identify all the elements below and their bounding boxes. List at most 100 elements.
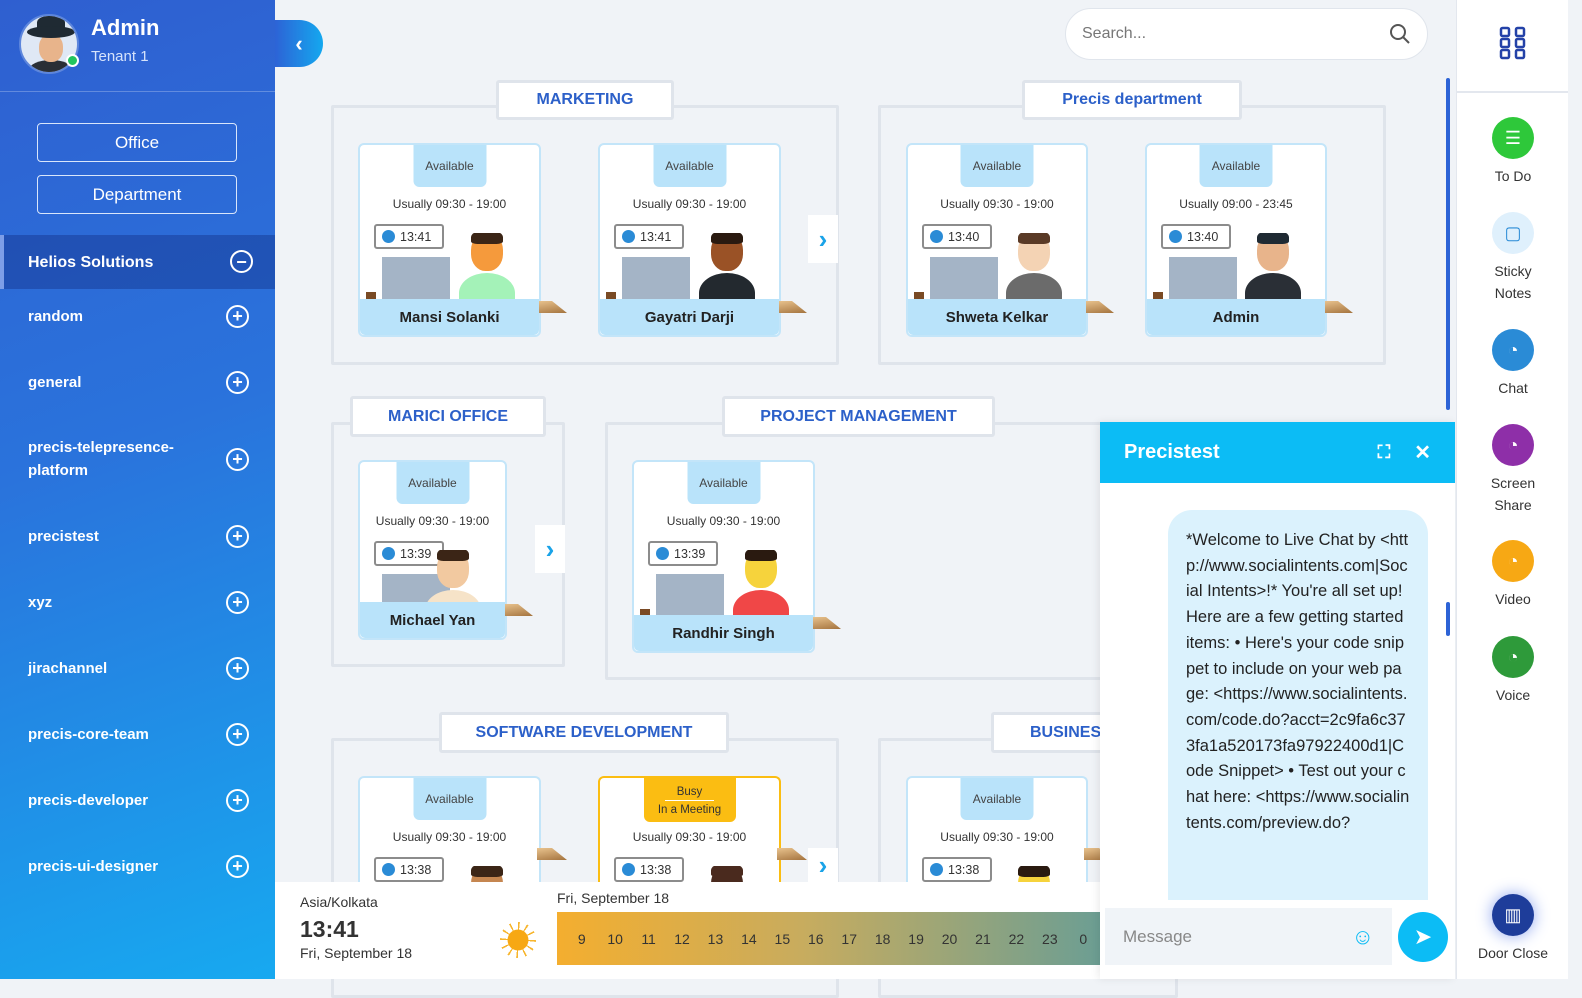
voice-icon: ◔	[1492, 636, 1534, 678]
main-scrollbar[interactable]	[1446, 78, 1450, 410]
member-card[interactable]: Available Usually 09:30 - 19:00 13:38	[358, 776, 567, 936]
group-title[interactable]: PROJECT MANAGEMENT	[722, 396, 995, 437]
add-plus-icon[interactable]: +	[226, 722, 249, 746]
member-card[interactable]: Available Usually 09:30 - 19:00 13:39 Randh…	[632, 460, 841, 653]
status-badge: Available	[413, 145, 486, 187]
add-plus-icon[interactable]: +	[226, 788, 249, 812]
search-icon[interactable]	[1389, 23, 1411, 45]
add-plus-icon[interactable]: +	[226, 304, 249, 328]
hour-label: 17	[841, 930, 857, 947]
chat-title: Precistest	[1124, 441, 1220, 463]
local-time-value: 13:38	[948, 862, 980, 877]
hour-label: 18	[874, 930, 891, 947]
sidebar-item-general[interactable]: general +	[0, 370, 275, 394]
rail-item-label: Video	[1495, 591, 1531, 607]
user-name: Admin	[91, 15, 160, 40]
add-plus-icon[interactable]: +	[226, 447, 249, 471]
group-title[interactable]: SOFTWARE DEVELOPMENT	[439, 712, 729, 753]
sun-icon	[500, 922, 536, 958]
group-title[interactable]: MARICI OFFICE	[350, 396, 546, 437]
group-title[interactable]: Precis department	[1022, 80, 1242, 120]
hour-label: 13	[707, 930, 724, 947]
moon-icon	[930, 230, 943, 243]
member-card[interactable]: Available Usually 09:30 - 19:00 13:41 Mansi…	[358, 143, 567, 337]
close-icon[interactable]: ✕	[1414, 442, 1431, 464]
	[471, 233, 503, 244]
rail-item-video[interactable]: ◔ Video	[1457, 540, 1569, 610]
sidebar-item-precistest[interactable]: precistest +	[0, 524, 275, 548]
timeline-date: Fri, September 18	[557, 890, 670, 906]
hour-label: 22	[1008, 930, 1025, 947]
sidebar-item-jirachannel[interactable]: jirachannel +	[0, 656, 275, 680]
moon-icon	[622, 230, 635, 243]
search-input[interactable]: Search...	[1065, 8, 1428, 60]
member-card[interactable]: Available Usually 09:30 - 19:00 13:38	[906, 776, 1114, 936]
sidebar-item-label: general	[28, 373, 82, 391]
working-hours: Usually 09:30 - 19:00	[632, 197, 747, 211]
collapse-minus-icon[interactable]: −	[230, 250, 253, 273]
member-name: Michael Yan	[360, 602, 505, 638]
sidebar-item-precis-core-team[interactable]: precis-core-team +	[0, 722, 275, 746]
member-card[interactable]: Available Usually 09:30 - 19:00 13:39 Micha…	[358, 460, 533, 640]
maximize-icon[interactable]: ⛶	[1377, 442, 1391, 462]
member-card[interactable]: Available Usually 09:30 - 19:00 13:41 Gayat…	[598, 143, 807, 337]
rail-item-sticky-notes[interactable]: ▢ Sticky Notes	[1457, 212, 1569, 304]
add-plus-icon[interactable]: +	[226, 370, 249, 394]
next-arrow-button[interactable]: ›	[808, 215, 838, 263]
user-header: Admin Tenant 1	[0, 0, 275, 92]
office-button[interactable]: Office	[37, 123, 237, 162]
rail-item-chat[interactable]: ◔ Chat	[1457, 329, 1569, 399]
avatar[interactable]	[19, 14, 79, 74]
emoji-icon[interactable]: ☺	[1351, 923, 1374, 949]
add-plus-icon[interactable]: +	[226, 524, 249, 548]
group-title[interactable]: MARKETING	[496, 80, 674, 120]
member-card[interactable]: Available Usually 09:00 - 23:45 13:40 Admin	[1145, 143, 1353, 337]
local-time: 13:39	[374, 541, 444, 566]
local-time: 13:38	[374, 857, 444, 882]
	[711, 233, 743, 244]
chat-panel: Precistest ⛶ ✕ *Welcome to Live Chat by …	[1100, 422, 1455, 979]
hour-label: 23	[1042, 930, 1058, 947]
local-time: 13:40	[1161, 224, 1231, 249]
send-button[interactable]: ➤	[1398, 912, 1448, 962]
working-hours: Usually 09:30 - 19:00	[940, 830, 1054, 844]
next-arrow-button[interactable]: ›	[808, 848, 838, 882]
status-badge: Available	[653, 145, 726, 187]
chat-scrollbar[interactable]	[1446, 602, 1450, 636]
add-plus-icon[interactable]: +	[226, 656, 249, 680]
status-badge: Available	[687, 462, 760, 504]
member-card[interactable]: Busy In a Meeting Usually 09:30 - 19:00 13:…	[598, 776, 807, 936]
timezone: Asia/Kolkata	[300, 894, 378, 910]
sidebar-item-helios-solutions[interactable]: Helios Solutions −	[0, 235, 275, 289]
sidebar-item-precis-telepresence-platform[interactable]: precis-telepresence-platform +	[0, 435, 275, 483]
next-arrow-button[interactable]: ›	[535, 525, 565, 573]
department-button[interactable]: Department	[37, 175, 237, 214]
apps-grid-icon[interactable]	[1499, 26, 1527, 60]
right-rail: ☰ To Do ▢ Sticky Notes ◔ Chat ◔ Screen Share ◔ Vi…	[1456, 0, 1568, 979]
hour-label: 19	[908, 930, 924, 947]
member-card[interactable]: Available Usually 09:30 - 19:00 13:40 Shwet…	[906, 143, 1114, 337]
add-plus-icon[interactable]: +	[226, 590, 249, 614]
rail-item-label: To Do	[1494, 168, 1532, 184]
hour-timeline[interactable]: 9 10 11 12 13 14 15 16 17 18 19 20 21 22 23 0	[557, 912, 1100, 965]
todo-list-icon: ☰	[1492, 117, 1534, 159]
local-time: 13:40	[922, 224, 992, 249]
	[711, 866, 743, 877]
add-plus-icon[interactable]: +	[226, 854, 249, 878]
sidebar-item-precis-ui-designer[interactable]: precis-ui-designer +	[0, 854, 275, 878]
door-close-button[interactable]: ▥ Door Close	[1457, 894, 1569, 964]
moon-icon	[382, 863, 395, 876]
local-time-value: 13:39	[674, 546, 706, 561]
rail-item-voice[interactable]: ◔ Voice	[1457, 636, 1569, 706]
collapse-sidebar-button[interactable]: ‹	[275, 20, 323, 67]
video-icon: ◔	[1492, 540, 1534, 582]
sidebar-item-precis-developer[interactable]: precis-developer +	[0, 788, 275, 812]
sidebar-item-label: precis-ui-designer	[28, 857, 159, 875]
monitor-icon	[656, 574, 724, 618]
sidebar-item-random[interactable]: random +	[0, 304, 275, 328]
rail-item-to-do[interactable]: ☰ To Do	[1457, 117, 1569, 187]
sidebar-item-xyz[interactable]: xyz +	[0, 590, 275, 614]
message-input[interactable]: Message ☺	[1105, 908, 1392, 965]
rail-item-screen-share[interactable]: ◔ Screen Share	[1457, 424, 1569, 516]
moon-icon	[656, 547, 669, 560]
